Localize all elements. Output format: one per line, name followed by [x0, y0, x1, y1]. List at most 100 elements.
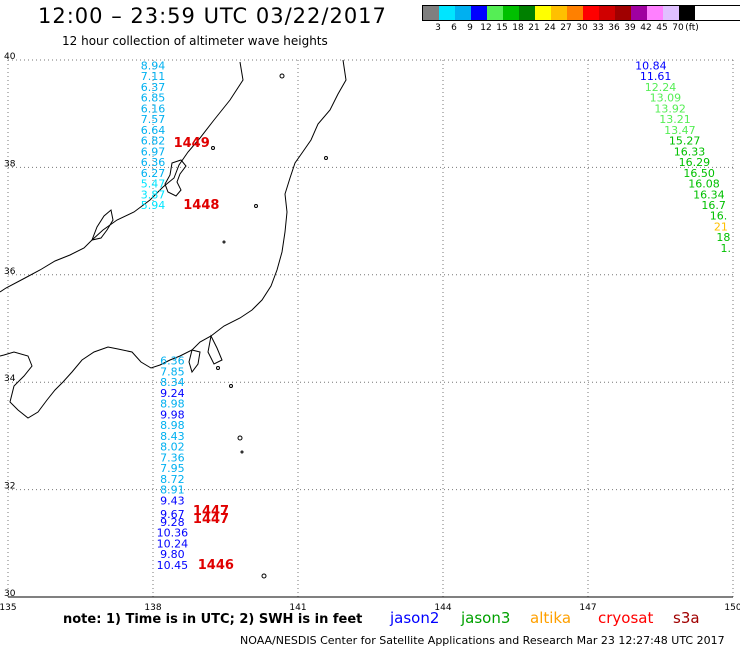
wave-height-value: 8.98 — [160, 419, 185, 432]
noto-peninsula — [91, 209, 114, 241]
wave-height-value: 16.08 — [688, 178, 720, 191]
wave-height-value: 10.84 — [635, 59, 667, 72]
scale-swatch — [583, 6, 599, 20]
lat-tick-label: 30 — [4, 589, 16, 599]
wave-height-value: 6.82 — [141, 135, 166, 148]
scale-label: 3 — [435, 23, 441, 33]
scale-label: 6 — [451, 23, 457, 33]
legend-s3a: s3a — [673, 609, 700, 627]
wave-height-value: 6.85 — [141, 92, 166, 105]
wave-height-value: 15.27 — [669, 135, 701, 148]
wave-height-value: 8.91 — [160, 484, 185, 497]
wave-height-value: 1. — [721, 242, 732, 255]
lat-tick-label: 36 — [4, 267, 16, 277]
scale-swatch — [487, 6, 503, 20]
wave-height-value: 10.45 — [157, 559, 189, 572]
boso-peninsula — [207, 334, 223, 365]
scale-label: 18 — [512, 23, 524, 33]
wave-height-value: 6.16 — [141, 102, 166, 115]
scale-swatch — [663, 6, 679, 20]
wave-height-value: 8.02 — [160, 441, 185, 454]
islet — [261, 573, 267, 579]
lon-tick-label: 138 — [144, 603, 161, 613]
islet — [279, 73, 285, 79]
japan-coastline — [0, 61, 244, 293]
islet — [240, 450, 244, 454]
wave-height-value: 13.47 — [664, 124, 696, 137]
wave-height-value: 16.34 — [693, 188, 725, 201]
wave-height-value: 10.36 — [157, 527, 189, 540]
wave-height-value: 6.36 — [141, 156, 166, 169]
wave-height-value: 9.43 — [160, 494, 185, 507]
wave-height-value: 8.98 — [160, 398, 185, 411]
coastline — [0, 59, 347, 579]
wave-height-value: 8.43 — [160, 430, 185, 443]
wave-height-value: 16.29 — [679, 156, 711, 169]
pass-time-label: 1448 — [183, 198, 219, 213]
scale-label: 15 — [496, 23, 508, 33]
scale-label: 45 — [656, 23, 668, 33]
wave-height-value: 11.61 — [640, 70, 672, 83]
scale-swatch — [439, 6, 455, 20]
wave-height-value: 13.92 — [654, 102, 686, 115]
scale-swatch — [599, 6, 615, 20]
scale-swatch — [551, 6, 567, 20]
wave-height-value: 6.64 — [141, 124, 166, 137]
lat-tick-label: 34 — [4, 374, 16, 384]
wave-height-value: 9.98 — [160, 408, 185, 421]
islet — [229, 384, 233, 388]
map-title: 12:00 – 23:59 UTC 03/22/2017 — [38, 4, 387, 28]
map-subtitle: 12 hour collection of altimeter wave hei… — [62, 34, 328, 48]
lon-tick-label: 144 — [434, 603, 451, 613]
wave-height-value: 3.87 — [141, 188, 166, 201]
wave-height-value: 7.95 — [160, 462, 185, 475]
wave-height-value: 13.21 — [659, 113, 691, 126]
scale-label: 42 — [640, 23, 652, 33]
scale-label: 12 — [480, 23, 492, 33]
wave-height-value: 10.24 — [157, 537, 189, 550]
wave-height-value: 21 — [714, 220, 728, 233]
wave-height-value: 9.80 — [160, 548, 185, 561]
legend-altika: altika — [530, 609, 572, 627]
wave-height-value: 13.09 — [650, 92, 682, 105]
lat-lon-grid — [7, 59, 734, 598]
wave-height-value: 7.36 — [160, 451, 185, 464]
wave-height-value: 12.24 — [645, 81, 677, 94]
wave-height-value: 8.72 — [160, 473, 185, 486]
scale-label: 39 — [624, 23, 636, 33]
wave-height-value: 5.94 — [141, 199, 166, 212]
wave-height-value: 16. — [710, 210, 728, 223]
pass-time-label: 1449 — [174, 136, 210, 151]
scale-swatch — [647, 6, 663, 20]
wave-height-value: 9.24 — [160, 387, 185, 400]
wave-height-value: 6.37 — [141, 81, 166, 94]
islet — [216, 366, 220, 370]
legend-cryosat: cryosat — [598, 609, 654, 627]
lat-tick-label: 38 — [4, 159, 16, 169]
scale-label: 70 — [672, 23, 684, 33]
wave-height-value: 7.57 — [141, 113, 166, 126]
pass-time-label: 1447 — [193, 504, 229, 519]
scale-swatch — [615, 6, 631, 20]
scale-swatches — [422, 5, 740, 21]
wave-height-value: 6.36 — [160, 355, 185, 368]
legend-jason3: jason3 — [461, 609, 511, 627]
wave-height-color-scale: 3 6 9 12 15 18 21 24 27 30 33 36 39 42 45 70 (ft) — [422, 5, 740, 33]
scale-swatch — [519, 6, 535, 20]
japan-coastline-east — [0, 59, 347, 419]
scale-label: 27 — [560, 23, 572, 33]
footer-note: note: 1) Time is in UTC; 2) SWH is in fe… — [63, 612, 363, 627]
islet — [254, 204, 258, 208]
scale-swatch — [679, 6, 695, 20]
scale-label: 33 — [592, 23, 604, 33]
islet — [222, 240, 226, 244]
scale-label: 36 — [608, 23, 620, 33]
islet — [237, 435, 243, 441]
islet — [211, 146, 215, 150]
wave-height-value: 16.50 — [683, 167, 715, 180]
wave-height-value: 18 — [716, 231, 730, 244]
scale-label: 24 — [544, 23, 556, 33]
scale-label: 30 — [576, 23, 588, 33]
pass-time-label: 1447 — [193, 512, 229, 527]
